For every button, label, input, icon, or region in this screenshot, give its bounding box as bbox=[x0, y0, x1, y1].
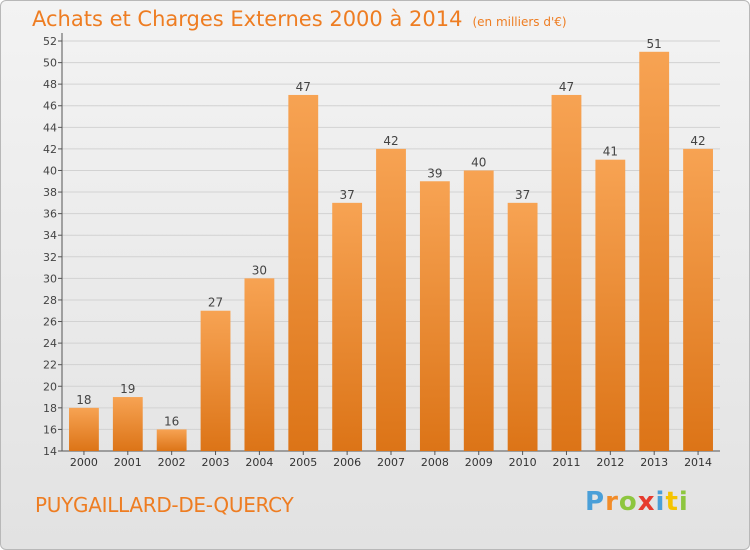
x-tick-label: 2005 bbox=[289, 456, 317, 469]
x-tick-label: 2003 bbox=[202, 456, 230, 469]
x-tick-label: 2013 bbox=[640, 456, 668, 469]
data-labels: 18 19 16 27 30 47 37 42 39 40 37 47 41 51 42 bbox=[76, 37, 705, 429]
chart-title: Achats et Charges Externes 2000 à 2014 (e… bbox=[32, 7, 567, 31]
data-label: 47 bbox=[296, 80, 311, 94]
data-label: 40 bbox=[471, 155, 486, 169]
x-tick-label: 2002 bbox=[158, 456, 186, 469]
data-label: 37 bbox=[515, 188, 530, 202]
x-tick-label: 2011 bbox=[552, 456, 580, 469]
bar bbox=[69, 407, 99, 451]
y-tick-label: 22 bbox=[43, 359, 57, 372]
proxiti-logo: Proxiti bbox=[585, 487, 689, 517]
bar bbox=[332, 202, 363, 451]
bar bbox=[551, 94, 582, 452]
y-tick-label: 52 bbox=[43, 35, 57, 48]
x-tick-label: 2007 bbox=[377, 456, 405, 469]
logo-letter: r bbox=[605, 487, 619, 517]
x-tick-label: 2012 bbox=[596, 456, 624, 469]
x-tick-label: 2008 bbox=[421, 456, 449, 469]
bar bbox=[288, 94, 319, 452]
y-tick-label: 26 bbox=[43, 316, 57, 329]
logo-letter: P bbox=[585, 487, 606, 517]
y-tick-label: 18 bbox=[43, 402, 57, 415]
y-tick-label: 20 bbox=[43, 380, 57, 393]
x-tick-label: 2001 bbox=[114, 456, 142, 469]
x-tick-label: 2010 bbox=[509, 456, 537, 469]
y-tick-label: 42 bbox=[43, 143, 57, 156]
data-label: 16 bbox=[164, 414, 179, 428]
bar bbox=[376, 148, 406, 452]
logo-letter: x bbox=[637, 487, 656, 517]
data-label: 37 bbox=[339, 188, 354, 202]
logo-letter: t bbox=[665, 487, 679, 517]
bar bbox=[595, 159, 626, 451]
y-tick-label: 48 bbox=[43, 78, 57, 91]
data-label: 42 bbox=[690, 134, 705, 148]
bar bbox=[200, 310, 231, 451]
y-tick-label: 40 bbox=[43, 164, 57, 177]
bars bbox=[69, 51, 713, 452]
y-tick-label: 44 bbox=[43, 121, 57, 134]
y-tick-label: 46 bbox=[43, 100, 57, 113]
logo-letter: i bbox=[655, 487, 666, 517]
bar bbox=[112, 397, 143, 451]
commune-name: PUYGAILLARD-DE-QUERCY bbox=[35, 493, 294, 517]
x-tick-label: 2006 bbox=[333, 456, 361, 469]
y-tick-label: 38 bbox=[43, 186, 57, 199]
data-label: 41 bbox=[603, 145, 618, 159]
y-tick-label: 32 bbox=[43, 251, 57, 264]
data-label: 51 bbox=[647, 37, 662, 51]
bar bbox=[156, 429, 187, 451]
data-label: 39 bbox=[427, 166, 442, 180]
x-tick-label: 2004 bbox=[245, 456, 273, 469]
data-label: 19 bbox=[120, 382, 135, 396]
chart-title-text: Achats et Charges Externes 2000 à 2014 bbox=[32, 7, 463, 31]
x-tick-label: 2009 bbox=[465, 456, 493, 469]
bar bbox=[419, 181, 450, 451]
logo-letter: i bbox=[678, 487, 689, 517]
data-label: 30 bbox=[252, 263, 267, 277]
y-tick-labels: 14 16 18 20 22 24 26 28 30 32 34 36 38 40 42 44 46 48 50 52 bbox=[43, 35, 57, 458]
data-label: 47 bbox=[559, 80, 574, 94]
y-tick-label: 24 bbox=[43, 337, 57, 350]
y-tick-label: 30 bbox=[43, 272, 57, 285]
data-label: 42 bbox=[383, 134, 398, 148]
bar bbox=[244, 278, 275, 451]
data-label: 27 bbox=[208, 296, 223, 310]
bar bbox=[463, 170, 494, 451]
y-tick-label: 34 bbox=[43, 229, 57, 242]
data-label: 18 bbox=[76, 393, 91, 407]
y-tick-label: 28 bbox=[43, 294, 57, 307]
x-tick-labels: 2000 2001 2002 2003 2004 2005 2006 2007 2008 2009… bbox=[70, 451, 712, 469]
logo-letter: o bbox=[618, 487, 638, 517]
y-tick-label: 50 bbox=[43, 57, 57, 70]
y-tick-label: 14 bbox=[43, 445, 57, 458]
y-tick-label: 36 bbox=[43, 208, 57, 221]
x-tick-label: 2000 bbox=[70, 456, 98, 469]
chart-unit-label: (en milliers d'€) bbox=[472, 15, 567, 29]
y-tick-label: 16 bbox=[43, 423, 57, 436]
x-tick-label: 2014 bbox=[684, 456, 712, 469]
bar bbox=[639, 51, 670, 451]
bar bbox=[683, 148, 713, 452]
bar bbox=[507, 202, 538, 451]
